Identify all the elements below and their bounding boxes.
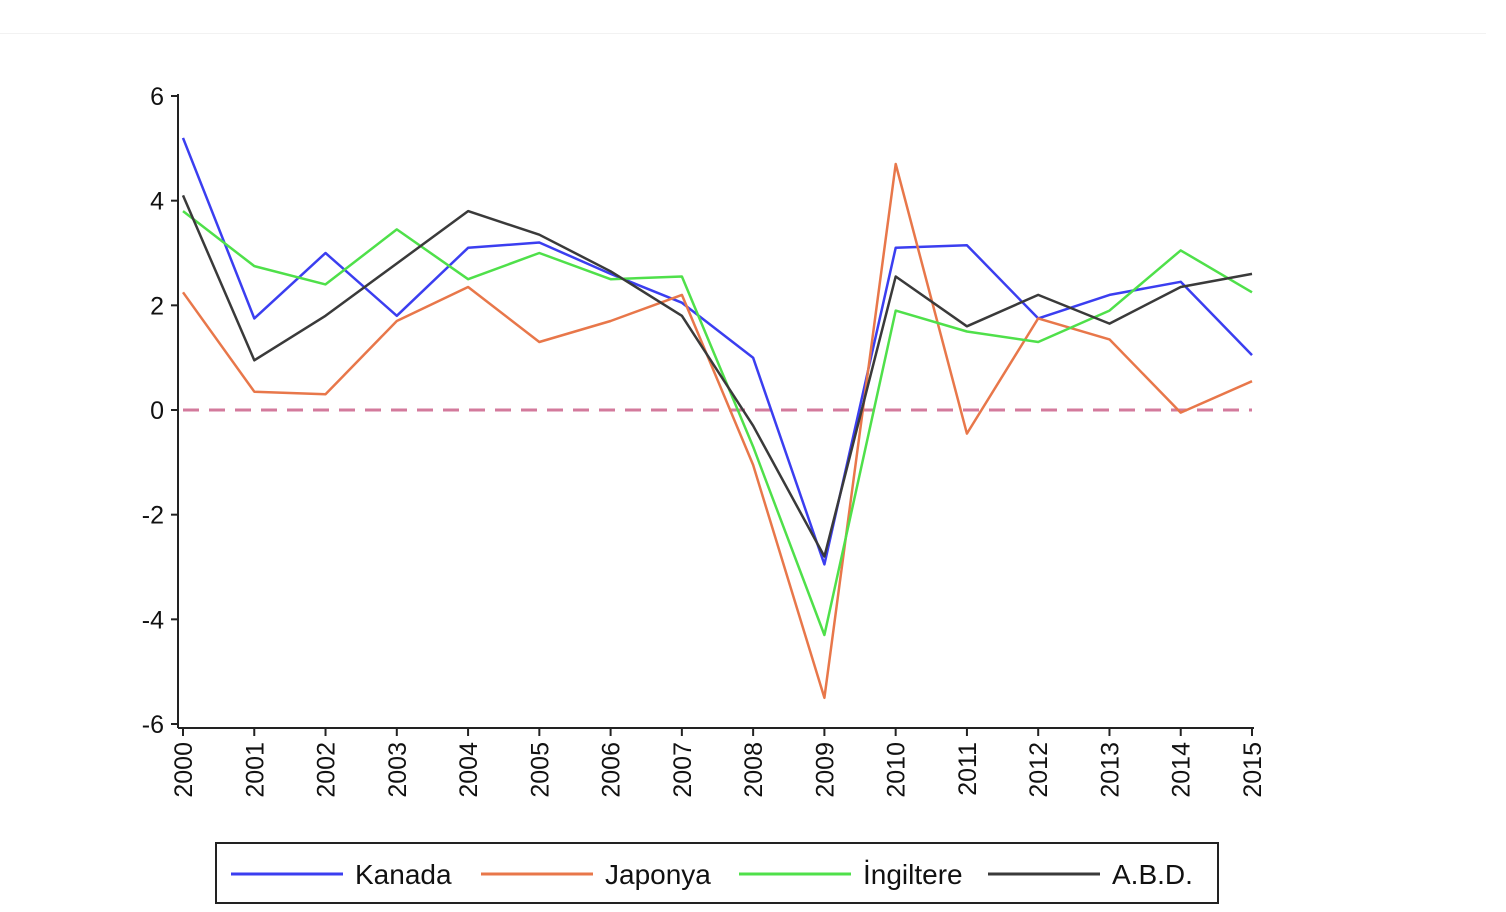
x-tick-label: 2003: [384, 742, 412, 798]
series-line-kanada: [181, 137, 1253, 566]
y-tick-label: 4: [150, 188, 164, 216]
x-tick-label: 2004: [455, 742, 483, 798]
plot-area: [181, 137, 1253, 700]
legend-label: İngiltere: [863, 859, 963, 890]
x-tick-label: 2000: [170, 742, 198, 798]
series-line-japonya: [181, 162, 1253, 700]
x-tick-label: 2002: [313, 742, 341, 798]
x-tick-label: 2015: [1239, 742, 1267, 798]
x-tick-label: 2011: [954, 742, 982, 796]
y-tick-label: 2: [150, 292, 164, 320]
series-line-a-b-d: [181, 194, 1253, 558]
y-tick-label: -6: [142, 711, 164, 739]
x-tick-label: 2005: [526, 742, 554, 798]
y-tick-label: 0: [150, 397, 164, 425]
x-tick-label: 2001: [241, 742, 269, 798]
x-tick-label: 2013: [1096, 742, 1124, 798]
x-tick-label: 2007: [669, 742, 697, 798]
x-tick-label: 2008: [740, 742, 768, 798]
top-divider: [0, 33, 1486, 34]
legend-label: Japonya: [605, 859, 711, 890]
legend-label: Kanada: [355, 859, 452, 890]
legend: Kanada Japonya İngiltere A.B.D.: [215, 842, 1219, 904]
y-tick-label: 6: [150, 83, 164, 111]
x-tick-label: 2009: [811, 742, 839, 798]
x-tick-label: 2010: [883, 742, 911, 798]
y-tick-label: -2: [142, 502, 164, 530]
series-line-i-ngiltere: [182, 210, 1253, 637]
x-tick-label: 2014: [1168, 742, 1196, 798]
y-tick-label: -4: [142, 606, 164, 634]
x-tick-label: 2012: [1025, 742, 1053, 798]
x-tick-label: 2006: [598, 742, 626, 798]
legend-label: A.B.D.: [1112, 859, 1193, 890]
